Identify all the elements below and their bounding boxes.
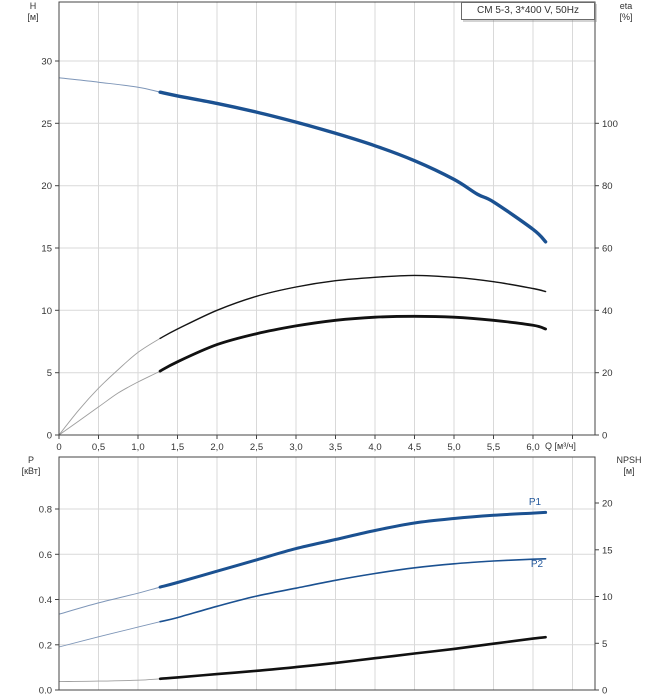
right-tick-label: 80 [602, 181, 613, 192]
right-tick-label: 0 [602, 431, 607, 442]
right-tick-label: 10 [602, 592, 613, 603]
x-tick-label: 3,5 [329, 442, 342, 453]
p-axis-unit: [кВт] [21, 466, 41, 476]
x-tick-label: 6,0 [526, 442, 539, 453]
p1-curve-thin [58, 511, 547, 615]
x-tick-label: 1,5 [171, 442, 184, 453]
right-tick-label: 100 [602, 119, 618, 130]
p1-curve-label: P1 [528, 497, 542, 508]
p-axis-label: P [27, 455, 34, 465]
eta-axis-label: eta [619, 1, 633, 11]
left-tick-label: 0.2 [39, 640, 52, 651]
x-tick-label: 2,0 [210, 442, 223, 453]
right-tick-label: 20 [602, 368, 613, 379]
npsh-curve-thin [58, 636, 547, 683]
left-tick-label: 20 [41, 181, 52, 192]
head-curve-thin [58, 77, 547, 243]
head-efficiency-chart-ticks-labels: 0 5 10 15 20 25 30 0 20 40 60 80 100 0 0,5 1,0 1,5 2,0 2,5… [41, 57, 617, 454]
x-tick-label: 2,5 [250, 442, 263, 453]
left-tick-label: 0 [47, 431, 52, 442]
eta-pump-curve-thin [58, 274, 547, 436]
power-npsh-chart-border [58, 456, 596, 691]
p1-curve [158, 510, 548, 589]
x-tick-label: 5,5 [487, 442, 500, 453]
npsh-curve [158, 635, 547, 681]
eta-pump-motor-curve [158, 314, 547, 373]
right-tick-label: 60 [602, 244, 613, 255]
head-efficiency-chart: 0 5 10 15 20 25 30 0 20 40 60 80 100 0 0,5 1,0 1,5 2,0 2,5… [41, 1, 618, 454]
eta-pump-motor-curve-thin [58, 315, 547, 436]
left-tick-label: 10 [41, 306, 52, 317]
x-tick-label: 0,5 [92, 442, 105, 453]
left-tick-label: 0.0 [39, 686, 52, 697]
head-efficiency-chart-grid [59, 2, 595, 435]
left-tick-label: 0.6 [39, 550, 52, 561]
left-tick-label: 30 [41, 57, 52, 68]
p2-curve-label: P2 [530, 559, 544, 570]
h-axis-unit: [м] [27, 12, 39, 22]
power-npsh-chart-grid [59, 457, 595, 690]
left-tick-label: 0.4 [39, 595, 52, 606]
eta-pump-curve [159, 274, 547, 340]
h-axis-label: H [29, 1, 37, 11]
left-tick-label: 5 [47, 368, 52, 379]
x-tick-label: 5,0 [447, 442, 460, 453]
head-efficiency-chart-series [58, 77, 548, 436]
head-efficiency-chart-border [58, 1, 596, 436]
pump-title-box: CM 5-3, 3*400 V, 50Hz [461, 2, 595, 20]
left-tick-label: 15 [41, 244, 52, 255]
q-axis-label: Q [м³/ч] [545, 441, 576, 451]
right-tick-label: 20 [602, 499, 613, 510]
npsh-axis-unit: [м] [623, 466, 635, 476]
eta-axis-unit: [%] [619, 12, 633, 22]
left-tick-label: 25 [41, 119, 52, 130]
npsh-axis-label: NPSH [616, 455, 642, 465]
x-tick-label: 4,0 [368, 442, 381, 453]
top-left-axis-title: H [м] [20, 1, 46, 23]
bottom-left-axis-title: P [кВт] [14, 455, 48, 477]
x-tick-label: 0 [56, 442, 61, 453]
x-tick-label: 3,0 [289, 442, 302, 453]
p2-curve-thin [58, 558, 547, 648]
power-npsh-chart-series [58, 510, 548, 683]
right-tick-label: 15 [602, 545, 613, 556]
top-right-axis-title: eta [%] [612, 1, 640, 23]
power-npsh-chart: 0.0 0.2 0.4 0.6 0.8 0 5 10 15 20 [39, 456, 613, 697]
right-tick-label: 40 [602, 306, 613, 317]
head-curve [158, 90, 548, 244]
left-tick-label: 0.8 [39, 505, 52, 516]
p2-curve [159, 558, 547, 623]
x-tick-label: 4,5 [408, 442, 421, 453]
power-npsh-chart-ticks-labels: 0.0 0.2 0.4 0.6 0.8 0 5 10 15 20 [39, 499, 613, 697]
x-tick-label: 1,0 [131, 442, 144, 453]
bottom-right-axis-title: NPSH [м] [606, 455, 652, 477]
right-tick-label: 5 [602, 639, 607, 650]
right-tick-label: 0 [602, 686, 607, 697]
